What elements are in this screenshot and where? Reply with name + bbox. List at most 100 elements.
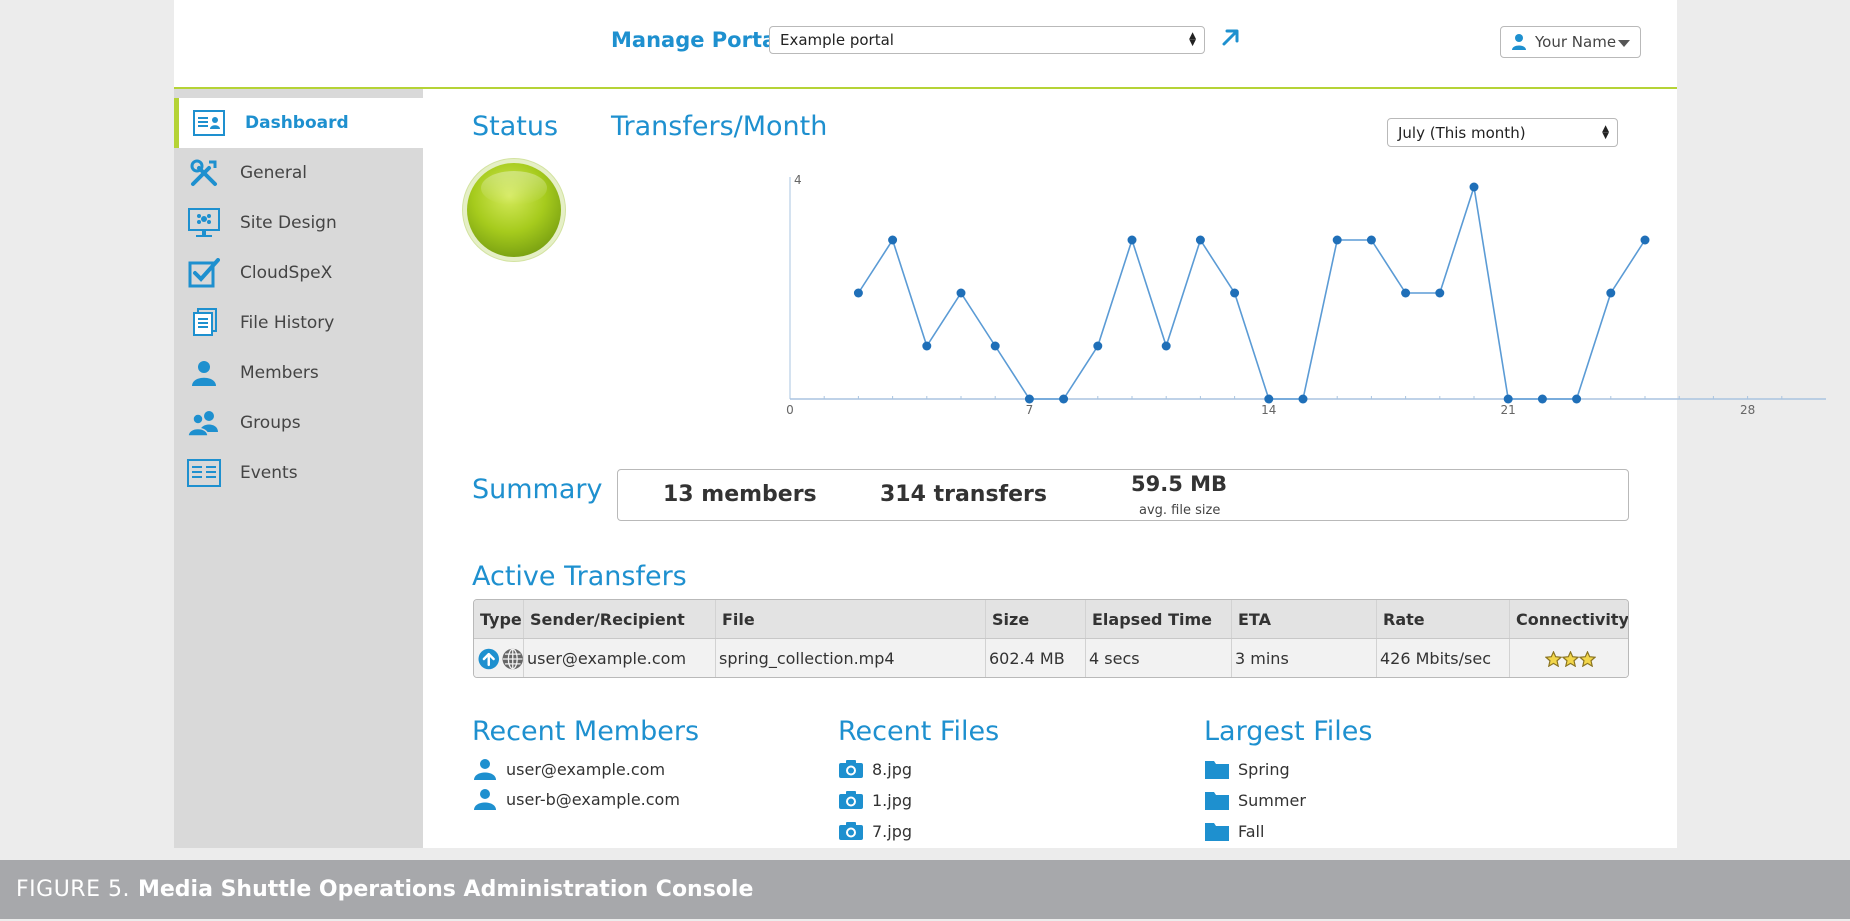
largest-files-heading: Largest Files xyxy=(1204,716,1373,747)
list-item[interactable]: user-b@example.com xyxy=(472,787,680,811)
summary-heading: Summary xyxy=(472,474,603,505)
sidebar-item-events[interactable]: Events xyxy=(174,448,423,498)
column-header[interactable]: Size xyxy=(986,600,1086,638)
column-header[interactable]: File xyxy=(716,600,986,638)
rate-cell: 426 Mbits/sec xyxy=(1377,639,1510,677)
data-point xyxy=(1572,394,1582,404)
folder-icon xyxy=(1204,819,1230,843)
data-point xyxy=(1503,394,1513,404)
list-item[interactable]: user@example.com xyxy=(472,757,665,781)
list-item[interactable]: 7.jpg xyxy=(838,819,912,843)
sidebar-item-label: Site Design xyxy=(240,213,337,233)
connectivity-cell xyxy=(1510,639,1628,677)
data-point xyxy=(888,235,898,245)
star-icon xyxy=(1544,650,1562,667)
external-link-icon[interactable] xyxy=(1218,25,1242,49)
sidebar-item-dashboard[interactable]: Dashboard xyxy=(174,98,423,148)
file-cell: spring_collection.mp4 xyxy=(716,639,986,677)
transfers-month-heading: Transfers/Month xyxy=(611,111,828,142)
sidebar-item-site-design[interactable]: Site Design xyxy=(174,198,423,248)
column-header[interactable]: Connectivity xyxy=(1516,609,1629,629)
list-item[interactable]: Summer xyxy=(1204,788,1306,812)
status-heading: Status xyxy=(472,111,559,142)
sidebar-item-label: Groups xyxy=(240,413,301,433)
member-icon xyxy=(187,357,221,389)
list-item[interactable]: Spring xyxy=(1204,757,1290,781)
data-point xyxy=(1195,235,1205,245)
sidebar-item-members[interactable]: Members xyxy=(174,348,423,398)
list-item[interactable]: 1.jpg xyxy=(838,788,912,812)
sidebar-item-label: General xyxy=(240,163,307,183)
x-tick-label: 14 xyxy=(1261,403,1276,417)
sidebar-item-general[interactable]: General xyxy=(174,148,423,198)
x-tick-label: 21 xyxy=(1501,403,1516,417)
camera-icon xyxy=(838,757,864,781)
data-point xyxy=(1298,394,1308,404)
table-row[interactable]: user@example.com spring_collection.mp4 6… xyxy=(474,639,1628,677)
series-line xyxy=(857,186,1646,400)
recent-files-heading: Recent Files xyxy=(838,716,1000,747)
active-transfers-heading: Active Transfers xyxy=(472,561,687,592)
column-header[interactable]: Elapsed Time xyxy=(1086,600,1232,638)
sidebar-item-label: Events xyxy=(240,463,298,483)
data-point xyxy=(1435,288,1445,298)
x-tick-label: 28 xyxy=(1740,403,1755,417)
sidebar-item-label: Members xyxy=(240,363,319,383)
list-item[interactable]: Fall xyxy=(1204,819,1264,843)
list-item[interactable]: 8.jpg xyxy=(838,757,912,781)
transfers-count: 314 transfers xyxy=(880,482,1047,507)
dashboard-icon xyxy=(192,107,226,139)
user-name: Your Name xyxy=(1535,33,1617,51)
column-header[interactable]: Rate xyxy=(1377,600,1510,638)
sidebar-item-groups[interactable]: Groups xyxy=(174,398,423,448)
data-point xyxy=(1537,394,1547,404)
member-email: user@example.com xyxy=(506,759,666,779)
table-header-row: Type Sender/Recipient File Size Elapsed … xyxy=(474,600,1629,639)
folder-icon xyxy=(1204,757,1230,781)
upload-icon xyxy=(478,648,500,669)
eta-cell: 3 mins xyxy=(1232,639,1377,677)
sidebar-item-label: Dashboard xyxy=(245,113,349,133)
file-name: 7.jpg xyxy=(872,821,913,841)
transfers-line-chart: 0 7 14 21 28 4 xyxy=(786,173,1826,417)
file-history-icon xyxy=(187,307,221,339)
data-point xyxy=(1469,182,1479,192)
portal-select-value: Example portal xyxy=(780,31,894,49)
data-point xyxy=(1059,394,1069,404)
member-icon xyxy=(472,787,498,811)
top-header: Manage Portal: Example portal ▲ ▼ Your Na… xyxy=(174,0,1677,89)
data-point xyxy=(1264,394,1274,404)
column-header[interactable]: ETA xyxy=(1232,600,1377,638)
events-icon xyxy=(187,457,221,489)
figure-caption: FIGURE 5. Media Shuttle Operations Admin… xyxy=(0,860,1850,919)
star-icon xyxy=(1578,650,1596,667)
sidebar-item-label: CloudSpeX xyxy=(240,263,333,283)
size-cell: 602.4 MB xyxy=(986,639,1086,677)
data-point xyxy=(1230,288,1240,298)
avg-file-size-label: avg. file size xyxy=(1139,503,1221,518)
sidebar-item-cloudspex[interactable]: CloudSpeX xyxy=(174,248,423,298)
type-cell xyxy=(474,639,524,677)
data-point xyxy=(1093,341,1103,351)
user-menu-button[interactable]: Your Name xyxy=(1500,26,1641,58)
data-point xyxy=(1366,235,1376,245)
column-header[interactable]: Sender/Recipient xyxy=(524,600,716,638)
sidebar-item-label: File History xyxy=(240,313,335,333)
star-icon xyxy=(1561,650,1579,667)
x-tick-label: 7 xyxy=(1026,403,1034,417)
globe-icon xyxy=(501,648,523,669)
data-point xyxy=(990,341,1000,351)
column-header[interactable]: Type xyxy=(474,600,524,638)
month-select[interactable]: July (This month) ▲ ▼ xyxy=(1387,118,1618,147)
data-point xyxy=(853,288,863,298)
x-tick-label: 0 xyxy=(786,403,794,417)
folder-name: Summer xyxy=(1238,790,1306,810)
sender-cell: user@example.com xyxy=(524,639,716,677)
portal-select[interactable]: Example portal ▲ ▼ xyxy=(769,26,1205,54)
camera-icon xyxy=(838,788,864,812)
data-point xyxy=(1606,288,1616,298)
sidebar-item-file-history[interactable]: File History xyxy=(174,298,423,348)
file-name: 1.jpg xyxy=(872,790,913,810)
summary-panel: 13 members 314 transfers 59.5 MB avg. fi… xyxy=(617,469,1629,521)
data-point xyxy=(1024,394,1034,404)
